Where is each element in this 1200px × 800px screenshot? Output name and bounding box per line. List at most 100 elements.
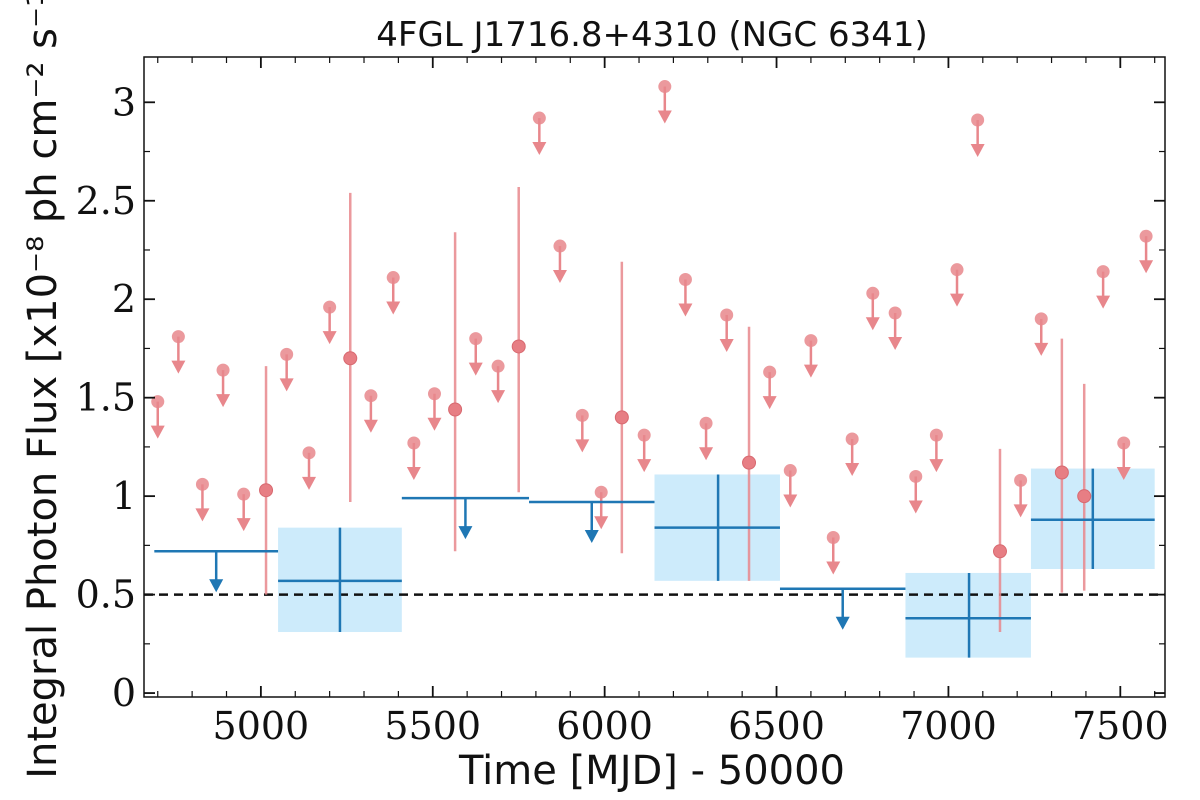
y-tick-label-3: 1.5 [76,376,136,420]
short-upper-limit-arrow-9-head [386,301,401,315]
short-detection-point-0 [259,483,274,498]
short-upper-limit-arrow-34-head [1013,504,1028,518]
short-upper-limit-point-33 [971,113,985,127]
short-upper-limit-point-2 [195,477,209,491]
short-upper-limit-point-28 [866,286,880,300]
short-upper-limit-arrow-14-head [532,142,547,156]
short-upper-limit-point-6 [302,446,316,460]
short-upper-limit-point-3 [216,363,230,377]
x-tick-label-4: 7000 [900,704,997,748]
short-upper-limit-arrow-0-head [150,425,165,439]
short-upper-limit-arrow-18-head [637,459,652,473]
short-upper-limit-arrow-21-head [699,447,714,461]
short-upper-limit-arrow-3-head [216,394,231,408]
short-upper-limit-point-30 [909,469,923,483]
y-tick-label-0: 0 [112,671,136,715]
short-detection-point-3 [511,339,526,354]
short-detection-point-8 [1077,489,1092,504]
short-upper-limit-arrow-19-head [657,110,672,124]
short-detection-point-2 [448,402,463,417]
short-upper-limit-point-1 [171,330,185,344]
short-upper-limit-arrow-7-head [322,331,337,345]
short-upper-limit-arrow-6-head [302,476,317,490]
short-upper-limit-arrow-4-head [236,518,251,532]
short-upper-limit-arrow-32-head [950,293,965,307]
long-upper-limit-arrow-1-head [458,526,473,540]
short-upper-limit-point-12 [469,332,483,346]
axes-ticks: 5000 5500 6000 6500 7000 7500 0 0.5 1 1.5 2 2.5 3 [76,57,1169,748]
short-upper-limit-arrow-13-head [491,390,506,404]
x-tick-label-2: 6000 [556,704,653,748]
short-detection-point-6 [992,544,1007,559]
short-upper-limit-arrow-22-head [719,338,734,352]
short-upper-limit-point-35 [1034,312,1048,326]
short-upper-limit-point-8 [364,389,378,403]
short-upper-limit-point-11 [427,387,441,401]
short-upper-limit-point-17 [594,485,608,499]
chart-title: 4FGL J1716.8+4310 (NGC 6341) [376,15,928,55]
long-upper-limit-arrow-0-head [209,579,224,593]
short-upper-limit-arrow-8-head [363,419,378,433]
short-upper-limit-point-13 [491,359,505,373]
short-upper-limit-arrow-28-head [865,317,880,331]
short-upper-limit-point-21 [699,416,713,430]
short-upper-limit-point-36 [1096,265,1110,279]
long-upper-limit-arrow-2-head [584,530,599,544]
x-tick-label-5: 7500 [1072,704,1169,748]
short-upper-limit-point-15 [553,239,567,253]
short-upper-limit-point-7 [323,300,337,314]
short-upper-limit-point-37 [1117,436,1131,450]
x-tick-label-3: 6500 [728,704,825,748]
short-upper-limit-point-25 [804,334,818,348]
short-upper-limit-arrow-38-head [1139,260,1154,274]
x-tick-label-0: 5000 [213,704,310,748]
short-upper-limit-point-27 [845,432,859,446]
short-detection-point-5 [742,455,757,470]
y-tick-label-4: 2 [112,277,136,321]
short-upper-limit-point-14 [532,111,546,125]
short-upper-limit-arrow-1-head [171,360,186,374]
short-upper-limit-arrow-2-head [195,508,210,522]
x-axis-label: Time [MJD] - 50000 [458,748,845,794]
short-upper-limit-arrow-5-head [279,378,294,392]
short-upper-limit-arrow-12-head [468,362,483,376]
x-tick-label-1: 5500 [384,704,481,748]
y-tick-label-2: 1 [112,474,136,518]
short-upper-limit-point-23 [763,365,777,379]
plot-area [144,80,1165,658]
short-upper-limit-point-9 [386,271,400,285]
short-upper-limit-point-19 [658,80,672,94]
short-upper-limit-arrow-35-head [1034,342,1049,356]
short-upper-limit-arrow-25-head [803,364,818,378]
short-upper-limit-arrow-16-head [575,439,590,453]
short-upper-limit-arrow-37-head [1116,466,1131,480]
short-upper-limit-arrow-26-head [826,561,841,575]
short-detection-point-1 [343,351,358,366]
short-upper-limit-arrow-24-head [783,494,798,508]
short-upper-limit-point-4 [237,487,251,501]
short-detection-point-4 [614,410,629,425]
long-upper-limit-arrow-3-head [835,616,850,630]
short-upper-limit-arrow-10-head [406,466,421,480]
short-upper-limit-arrow-27-head [845,463,860,477]
short-upper-limit-arrow-30-head [908,500,923,514]
short-upper-limit-point-10 [407,436,421,450]
short-upper-limit-point-34 [1014,473,1028,487]
short-upper-limit-arrow-29-head [888,337,903,350]
short-upper-limit-arrow-36-head [1096,295,1111,309]
short-upper-limit-arrow-20-head [678,303,693,317]
y-tick-label-1: 0.5 [76,573,136,617]
short-upper-limit-arrow-15-head [552,270,567,284]
short-upper-limit-point-32 [950,263,964,277]
y-axis-label: Integral Photon Flux [x10⁻⁸ ph cm⁻² s⁻¹] [20,0,66,779]
short-upper-limit-arrow-23-head [762,396,777,410]
short-upper-limit-point-29 [888,306,902,320]
short-upper-limit-point-18 [637,428,651,442]
short-upper-limit-point-26 [826,530,840,544]
short-upper-limit-point-16 [575,408,589,422]
y-tick-label-6: 3 [112,80,136,124]
short-upper-limit-point-20 [678,273,692,287]
short-detection-point-7 [1054,465,1069,480]
short-upper-limit-arrow-31-head [929,459,944,473]
